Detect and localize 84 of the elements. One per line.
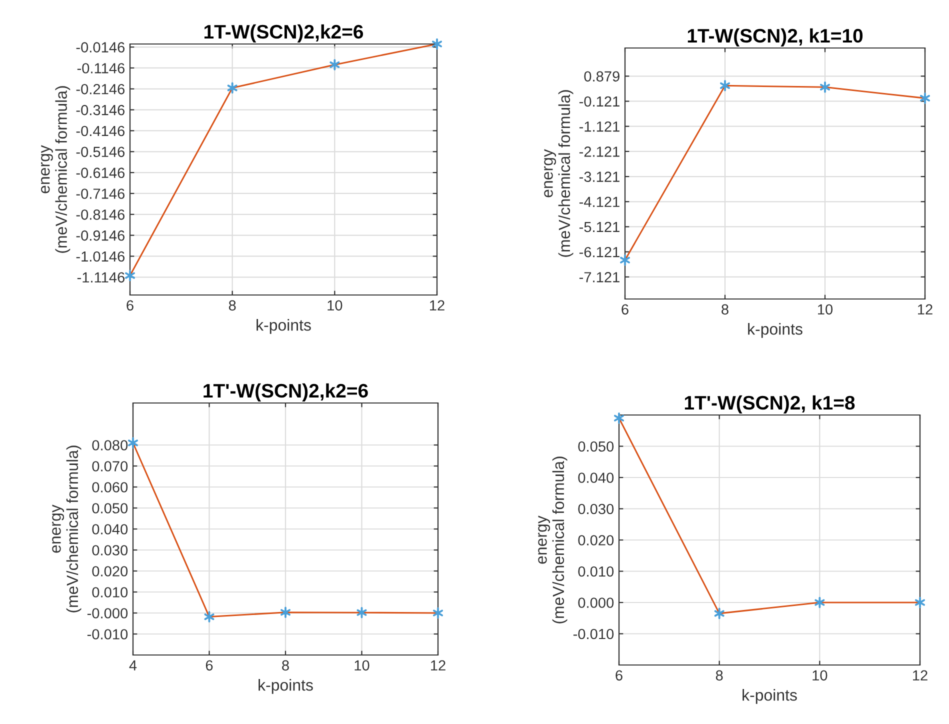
point — [204, 611, 214, 622]
y-tick-label: 0.020 — [578, 535, 614, 546]
y-tick-label: -6.121 — [579, 246, 620, 258]
y-tick-label: -0.4146 — [76, 126, 125, 136]
x-axis-title: k-points — [748, 323, 802, 338]
point — [814, 596, 825, 608]
x-tick-label: 6 — [616, 670, 622, 681]
y-tick-label: -0.6146 — [76, 168, 125, 178]
point — [914, 596, 926, 608]
y-tick-label: -0.2146 — [76, 84, 125, 94]
point — [330, 59, 340, 70]
y-tick-label: -0.1146 — [77, 63, 125, 74]
x-tick-label: 10 — [328, 300, 342, 311]
point — [356, 606, 367, 618]
y-tick-label: -7.121 — [579, 272, 620, 282]
y-axis-title: energy (meV/chemical formula) — [41, 86, 70, 253]
y-tick-label: -0.010 — [87, 629, 128, 640]
point — [128, 437, 138, 449]
x-axis-title: k-points — [256, 319, 311, 334]
y-tick-label: 0.040 — [578, 472, 614, 483]
y-tick-label: 0.080 — [92, 440, 128, 450]
y-tick-label: -5.121 — [579, 222, 620, 232]
y-tick-label: 0.010 — [578, 566, 614, 577]
y-tick-label: -1.1146 — [77, 272, 125, 283]
chart-title: 1T-W(SCN)2, k1=10 — [688, 28, 863, 46]
point — [432, 607, 444, 619]
y-axis-title: energy (meV/chemical formula) — [538, 456, 568, 624]
y-tick-label: 0.030 — [92, 545, 128, 556]
y-tick-label: -1.121 — [579, 121, 620, 132]
x-tick-label: 12 — [430, 300, 444, 310]
y-tick-label: 0.070 — [92, 461, 128, 472]
x-tick-label: 4 — [129, 660, 137, 670]
y-tick-label: 0.000 — [578, 598, 614, 608]
x-tick-label: 10 — [812, 670, 828, 681]
point — [614, 412, 624, 424]
y-tick-label: -2.121 — [579, 146, 620, 157]
point — [920, 92, 930, 104]
y-tick-label: 0.050 — [92, 503, 128, 514]
x-tick-label: 12 — [913, 670, 928, 680]
point — [714, 608, 724, 620]
x-tick-label: 6 — [622, 304, 628, 315]
point — [820, 82, 830, 93]
x-tick-label: 8 — [282, 660, 289, 671]
y-tick-label: -0.000 — [87, 608, 128, 618]
y-tick-label: 0.060 — [92, 482, 128, 492]
x-tick-label: 10 — [354, 660, 370, 671]
x-tick-label: 8 — [716, 670, 723, 681]
x-axis-title: k-points — [258, 679, 313, 694]
point — [124, 270, 136, 282]
x-axis-title: k-points — [742, 689, 797, 704]
y-tick-label: -0.7146 — [76, 188, 125, 199]
y-tick-label: -3.121 — [579, 172, 620, 182]
x-tick-label: 12 — [431, 660, 446, 670]
y-tick-label: -0.3146 — [76, 104, 125, 116]
y-axis-title: energy (meV/chemical formula) — [52, 446, 82, 612]
x-tick-label: 12 — [918, 304, 932, 314]
y-tick-label: 0.050 — [578, 441, 614, 452]
y-tick-label: -0.0146 — [76, 42, 125, 52]
point — [620, 254, 630, 266]
y-tick-label: -0.5146 — [76, 146, 125, 158]
x-tick-label: 8 — [228, 300, 236, 311]
x-tick-label: 8 — [722, 304, 728, 315]
y-tick-label: -0.121 — [579, 96, 620, 107]
point — [280, 606, 291, 618]
y-tick-label: 0.030 — [578, 504, 614, 514]
point — [720, 80, 730, 92]
point — [227, 82, 238, 94]
y-axis-title: energy (meV/chemical formula) — [544, 90, 574, 257]
x-tick-label: 10 — [818, 304, 833, 315]
chart-title: 1T-W(SCN)2,k2=6 — [204, 24, 364, 42]
y-tick-label: 0.010 — [92, 587, 128, 598]
x-tick-label: 6 — [206, 660, 213, 671]
y-tick-label: -4.121 — [579, 196, 620, 207]
x-tick-label: 6 — [126, 300, 134, 311]
point — [432, 38, 442, 50]
y-tick-label: -1.0146 — [76, 251, 125, 262]
chart-title: 1T'-W(SCN)2, k1=8 — [684, 395, 855, 414]
y-tick-label: 0.879 — [584, 71, 620, 82]
chart-title: 1T'-W(SCN)2,k2=6 — [204, 383, 368, 402]
y-tick-label: -0.8146 — [76, 209, 125, 220]
y-tick-label: 0.040 — [92, 524, 128, 534]
y-tick-label: -0.010 — [573, 628, 614, 640]
y-tick-label: -0.9146 — [76, 230, 125, 241]
y-tick-label: 0.020 — [92, 566, 128, 576]
